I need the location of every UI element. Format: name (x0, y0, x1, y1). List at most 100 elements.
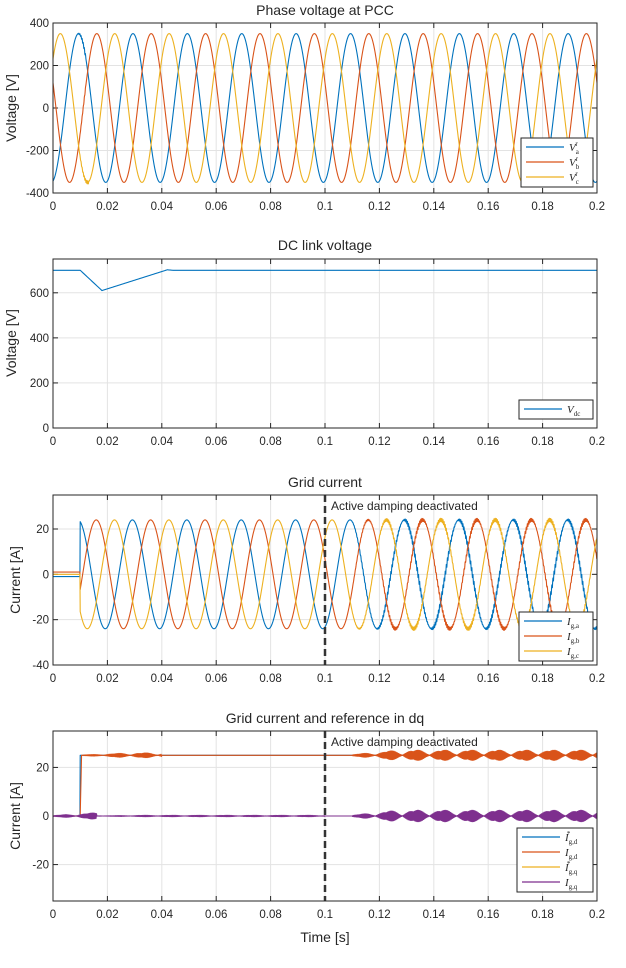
chart-title-3: Grid current (288, 474, 362, 490)
legend-superscript: * (567, 830, 571, 838)
y-tick-label: -20 (32, 615, 49, 627)
legend-symbol: I (564, 862, 570, 874)
legend-entry: Ig,q (564, 877, 578, 891)
chart-title-4: Grid current and reference in dq (226, 710, 424, 726)
x-tick-label: 0.1 (317, 436, 333, 448)
x-tick-label: 0 (50, 909, 56, 921)
x-tick-label: 0.06 (205, 201, 227, 213)
x-tick-label: 0.1 (317, 673, 333, 685)
series-group (53, 32, 597, 185)
x-tick-label: 0 (50, 436, 56, 448)
legend-symbol: I (566, 616, 572, 628)
legend-entry: Ig,d (564, 847, 578, 861)
axes-frame (52, 730, 598, 902)
x-tick-label: 0.08 (259, 201, 281, 213)
y-tick-label: 400 (30, 18, 49, 30)
x-tick-label: 0.02 (96, 201, 118, 213)
y-tick-label: 0 (43, 423, 49, 435)
x-tick-label: 0.18 (531, 436, 553, 448)
subplot-3: 0 0.02 0.04 0.06 0.08 0.1 0.12 0.14 0.16 0.18 0.2 -… (32, 494, 605, 685)
x-axis-label: Time [s] (300, 929, 349, 945)
chart-title-1: Phase voltage at PCC (256, 2, 394, 18)
series-line-ig-q (53, 809, 597, 823)
y-tick-label: 20 (36, 524, 49, 536)
x-tick-label: 0.14 (423, 201, 446, 213)
legend-symbol: I (564, 832, 570, 844)
x-tick-label: 0.16 (477, 201, 499, 213)
y-tick-label: -20 (32, 860, 49, 872)
x-tick-label: 0.12 (368, 673, 390, 685)
x-tick-label: 0.08 (259, 909, 281, 921)
legend-subscript: g,c (571, 652, 579, 660)
x-tick-label: 0 (50, 673, 56, 685)
legend-box (516, 827, 594, 893)
x-tick-label: 0.14 (423, 436, 446, 448)
axes-frame (52, 494, 598, 666)
x-tick-label: 0.14 (423, 673, 446, 685)
legend-subscript: g,q (569, 883, 578, 891)
y-tick-label: -40 (32, 660, 49, 672)
legend-symbol: I (564, 847, 570, 859)
legend-entry: Vbr (569, 155, 580, 171)
y-tick-label: 600 (30, 288, 49, 300)
legend-entry: Vdc (567, 404, 580, 418)
y-axis-label-4: Current [A] (7, 782, 23, 850)
y-tick-label: 400 (30, 333, 49, 345)
y-axis-label-3: Current [A] (7, 546, 23, 614)
x-tick-label: 0.2 (589, 201, 605, 213)
x-tick-label: 0.02 (96, 909, 118, 921)
legend-subscript: a (576, 148, 580, 156)
axes-frame (52, 258, 598, 429)
legend-symbol: I (566, 646, 572, 658)
legend-superscript: r (575, 140, 578, 148)
annotation-text: Active damping deactivated (331, 499, 478, 513)
series-line-vdc (53, 269, 597, 292)
legend-subscript: dc (574, 410, 581, 418)
legend: Vdc (518, 399, 594, 420)
legend-subscript: g,q (569, 868, 578, 876)
series-line-va (53, 32, 597, 183)
series-group (53, 269, 597, 292)
legend-subscript: g,b (571, 637, 580, 645)
legend-symbol: V (567, 404, 575, 416)
x-tick-label: 0.04 (151, 673, 174, 685)
x-tick-label: 0.06 (205, 909, 227, 921)
x-tick-label: 0 (50, 201, 56, 213)
series-line-vb (53, 33, 597, 183)
legend-entry: Vcr (569, 170, 579, 186)
x-tick-label: 0.02 (96, 436, 118, 448)
x-tick-label: 0.16 (477, 909, 499, 921)
legend-entry: Ig,d* (564, 830, 578, 846)
y-tick-label: -200 (26, 146, 49, 158)
legend-subscript: g,a (571, 622, 580, 630)
y-tick-label: 0 (43, 103, 49, 115)
y-tick-label: 200 (30, 61, 49, 73)
legend-symbol: I (564, 877, 570, 889)
x-tick-label: 0.02 (96, 673, 118, 685)
x-tick-label: 0.12 (368, 909, 390, 921)
x-tick-label: 0.12 (368, 201, 390, 213)
x-tick-label: 0.14 (423, 909, 446, 921)
x-tick-label: 0.2 (589, 909, 605, 921)
legend-entry: Ig,b (566, 631, 580, 645)
subplot-4: 0 0.02 0.04 0.06 0.08 0.1 0.12 0.14 0.16 0.18 0.2 -… (32, 730, 605, 921)
y-tick-label: 200 (30, 378, 49, 390)
y-axis-label-2: Voltage [V] (3, 309, 19, 377)
series-line-ig-b (53, 517, 597, 631)
x-tick-label: 0.16 (477, 673, 499, 685)
legend: Ig,aIg,bIg,c (518, 611, 594, 662)
x-tick-label: 0.12 (368, 436, 390, 448)
legend-superscript: r (575, 170, 578, 178)
legend-subscript: g,d (569, 838, 578, 846)
x-tick-label: 0.18 (531, 909, 553, 921)
x-tick-label: 0.04 (151, 201, 174, 213)
legend-superscript: * (567, 860, 571, 868)
legend-superscript: r (576, 155, 579, 163)
legend-subscript: b (576, 163, 580, 171)
legend-subscript: g,d (569, 853, 578, 861)
x-tick-label: 0.08 (259, 436, 281, 448)
legend-symbol: V (569, 172, 577, 184)
series-line-ig-c (53, 517, 597, 631)
x-tick-label: 0.06 (205, 436, 227, 448)
